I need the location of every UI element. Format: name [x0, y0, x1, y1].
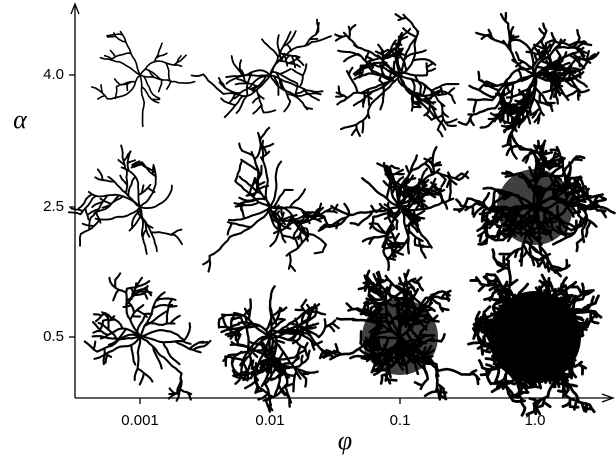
x-axis-title: φ [338, 426, 352, 455]
cluster [457, 11, 600, 160]
cluster [467, 248, 603, 417]
cluster [67, 144, 183, 255]
cluster [453, 134, 616, 278]
y-tick-label: 0.5 [43, 328, 64, 345]
x-tick-label: 0.001 [121, 412, 159, 429]
y-tick-label: 2.5 [43, 198, 64, 215]
x-arrow [601, 393, 615, 403]
cluster [334, 13, 460, 138]
y-arrow [70, 2, 80, 15]
cluster [91, 30, 196, 128]
y-tick-label: 4.0 [43, 66, 64, 83]
x-tick-label: 0.1 [390, 412, 411, 429]
x-tick-label: 1.0 [525, 412, 546, 429]
cluster [202, 126, 339, 273]
cluster [217, 285, 340, 413]
cluster [83, 272, 212, 402]
x-tick-label: 0.01 [255, 412, 284, 429]
cluster [314, 146, 470, 272]
cluster [318, 269, 481, 401]
y-axis-title: α [13, 105, 28, 134]
cluster [190, 18, 332, 119]
